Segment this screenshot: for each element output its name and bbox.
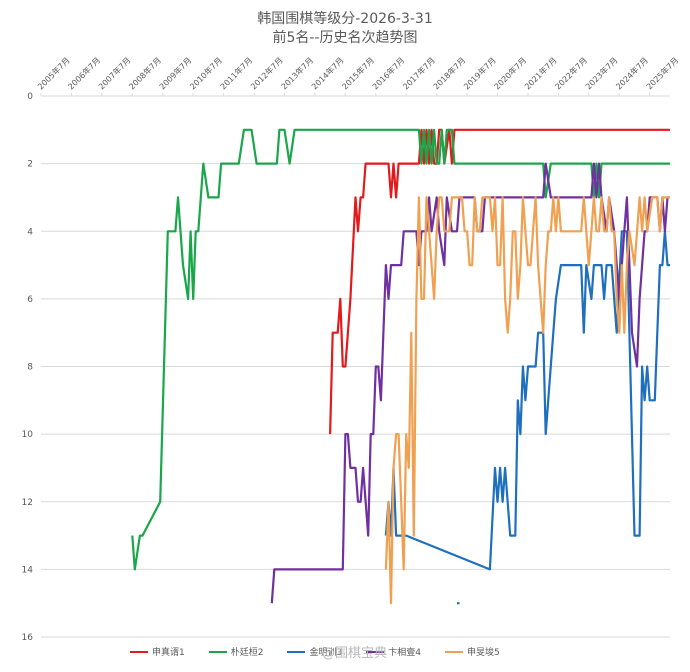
y-tick-label: 14	[22, 565, 34, 575]
y-tick-label: 10	[22, 430, 34, 440]
legend-label: 申真谞1	[152, 648, 185, 658]
legend-swatch	[366, 650, 385, 653]
legend-item-4: 卞相壹4	[366, 645, 421, 658]
legend-label: 卞相壹4	[388, 648, 421, 658]
y-tick-label: 12	[22, 498, 33, 508]
chart-title: 韩国围棋等级分-2026-3-31	[257, 11, 433, 27]
y-tick-label: 16	[22, 633, 34, 643]
y-tick-label: 6	[27, 295, 33, 305]
series-line-5	[384, 196, 670, 605]
legend-label: 金明训3	[309, 648, 343, 658]
legend-swatch	[287, 650, 306, 653]
series-line-3	[384, 230, 670, 571]
series-line-2	[131, 128, 670, 571]
legend-label: 申旻埈5	[466, 648, 500, 658]
legend-label: 朴廷桓2	[230, 648, 264, 658]
legend-item-2: 朴廷桓2	[208, 645, 264, 658]
legend: 申真谞1 朴廷桓2 金明训3 卞相壹4 申旻埈5	[130, 645, 500, 658]
legend-swatch	[444, 650, 463, 653]
series-line-4	[270, 162, 670, 604]
legend-item-3: 金明训3	[287, 645, 342, 658]
legend-swatch	[130, 650, 148, 653]
y-tick-label: 0	[27, 92, 33, 102]
watermark: @围棋宝典	[322, 646, 388, 661]
y-tick-label: 4	[27, 227, 33, 237]
legend-item-1: 申真谞1	[130, 645, 185, 658]
legend-swatch	[208, 650, 227, 653]
legend-item-5: 申旻埈5	[444, 645, 500, 658]
y-tick-label: 2	[27, 160, 33, 170]
chart-subtitle: 前5名--历史名次趋势图	[272, 30, 418, 46]
y-tick-label: 8	[27, 363, 33, 373]
x-tick-label: 2025年7月	[644, 55, 680, 91]
